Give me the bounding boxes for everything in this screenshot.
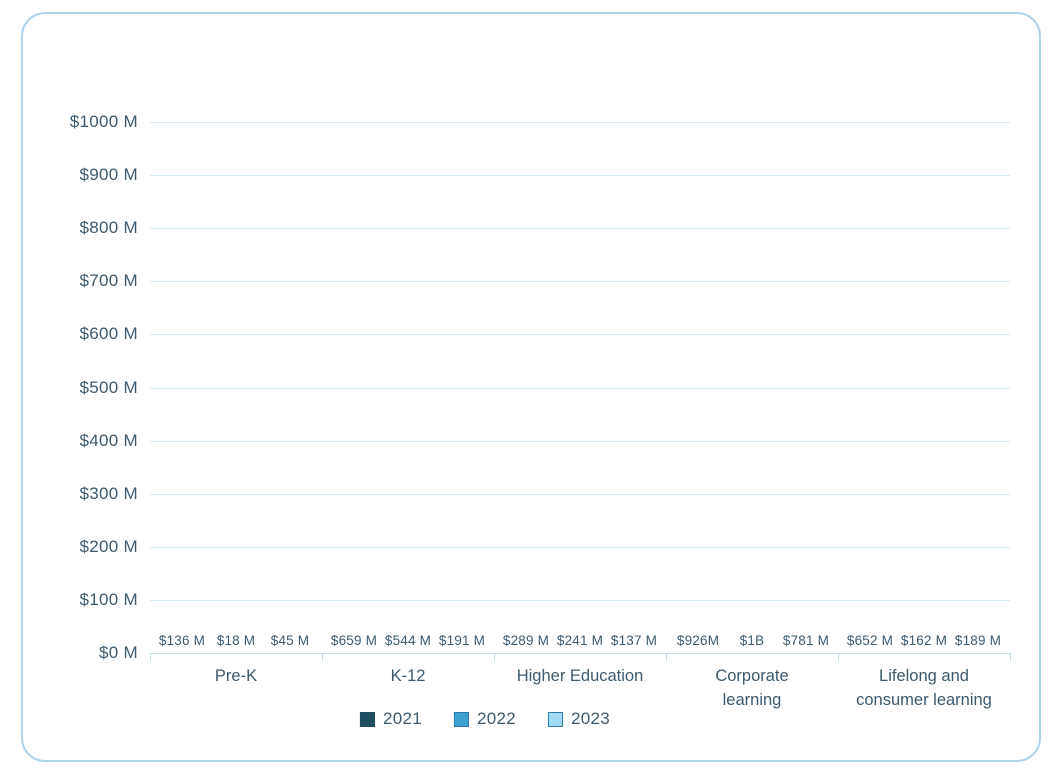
x-axis-label: Corporate learning	[715, 667, 789, 709]
chart-card: $136 M $18 M $45 M $659 M $544 M $191 M $289 M…	[21, 12, 1041, 762]
legend-swatch	[548, 711, 564, 727]
bar-value-label: $18 M	[216, 633, 256, 648]
bar-value-label: $241 M	[556, 633, 604, 648]
y-tick-label: $700 M	[79, 271, 138, 291]
bar-value-label: $289 M	[502, 633, 550, 648]
x-axis-baseline	[150, 653, 1010, 654]
gridline	[150, 228, 1010, 230]
x-axis-label: K-12	[390, 667, 426, 685]
y-tick-label: $1000 M	[69, 112, 138, 131]
bar-group: $926M $1B $781 M	[666, 122, 838, 653]
x-axis-tick	[150, 653, 151, 660]
bar-value-label: $544 M	[384, 633, 432, 648]
x-axis-tick	[322, 653, 323, 660]
gridline	[150, 599, 1010, 601]
bar-value-label: $191 M	[438, 633, 486, 648]
bar-value-label: $1B	[739, 633, 765, 648]
gridline	[150, 387, 1010, 389]
gridline	[150, 175, 1010, 177]
bar-groups: $136 M $18 M $45 M $659 M $544 M $191 M $289 M…	[150, 122, 1010, 653]
y-tick-label: $600 M	[79, 324, 138, 344]
bar-value-label: $189 M	[954, 633, 1002, 648]
bar-value-label: $162 M	[900, 633, 948, 648]
legend-item-2022: 2022	[453, 709, 517, 729]
x-axis-label: Lifelong and consumer learning	[856, 667, 992, 709]
legend-item-2021: 2021	[359, 709, 422, 729]
y-tick-label: $300 M	[79, 483, 138, 503]
gridline	[150, 440, 1010, 442]
y-tick-label: $400 M	[79, 430, 138, 450]
x-axis-label: Higher Education	[516, 667, 644, 685]
bar-group: $659 M $544 M $191 M	[322, 122, 494, 653]
bar-value-label: $781 M	[782, 633, 830, 648]
legend-label: 2021	[382, 709, 422, 728]
x-axis-tick	[666, 653, 667, 660]
gridline	[150, 334, 1010, 336]
x-axis-labels: Pre-K K-12 Higher Education Corporate learn…	[150, 665, 1010, 713]
bar-group: $652 M $162 M $189 M	[838, 122, 1010, 653]
legend-label: 2023	[571, 709, 611, 728]
bar-value-label: $652 M	[846, 633, 894, 648]
bar-value-label: $45 M	[270, 633, 310, 648]
bar-group: $136 M $18 M $45 M	[150, 122, 322, 653]
x-axis-tick	[838, 653, 839, 660]
legend-item-2023: 2023	[548, 709, 610, 729]
gridline	[150, 546, 1010, 548]
x-axis-tick	[1010, 653, 1011, 660]
gridline	[150, 281, 1010, 283]
y-tick-label: $0 M	[99, 643, 138, 662]
y-tick-label: $800 M	[79, 218, 138, 238]
bar-chart-plot: $136 M $18 M $45 M $659 M $544 M $191 M $289 M…	[70, 112, 1011, 709]
y-tick-label: $200 M	[79, 536, 138, 556]
x-axis-tick	[494, 653, 495, 660]
legend-label: 2022	[476, 709, 517, 728]
y-tick-label: $900 M	[79, 165, 138, 185]
bar-value-label: $926M	[676, 633, 720, 648]
legend-swatch	[453, 711, 469, 727]
y-tick-label: $100 M	[79, 589, 138, 609]
bar-group: $289 M $241 M $137 M	[494, 122, 666, 653]
legend: 2021 2022 2023	[359, 709, 610, 729]
y-tick-label: $500 M	[79, 377, 138, 397]
legend-swatch	[359, 711, 375, 727]
gridline	[150, 493, 1010, 495]
bar-value-label: $659 M	[330, 633, 378, 648]
bar-value-label: $137 M	[610, 633, 658, 648]
gridline	[150, 122, 1010, 123]
bar-value-label: $136 M	[158, 633, 206, 648]
x-axis-label: Pre-K	[214, 667, 258, 685]
